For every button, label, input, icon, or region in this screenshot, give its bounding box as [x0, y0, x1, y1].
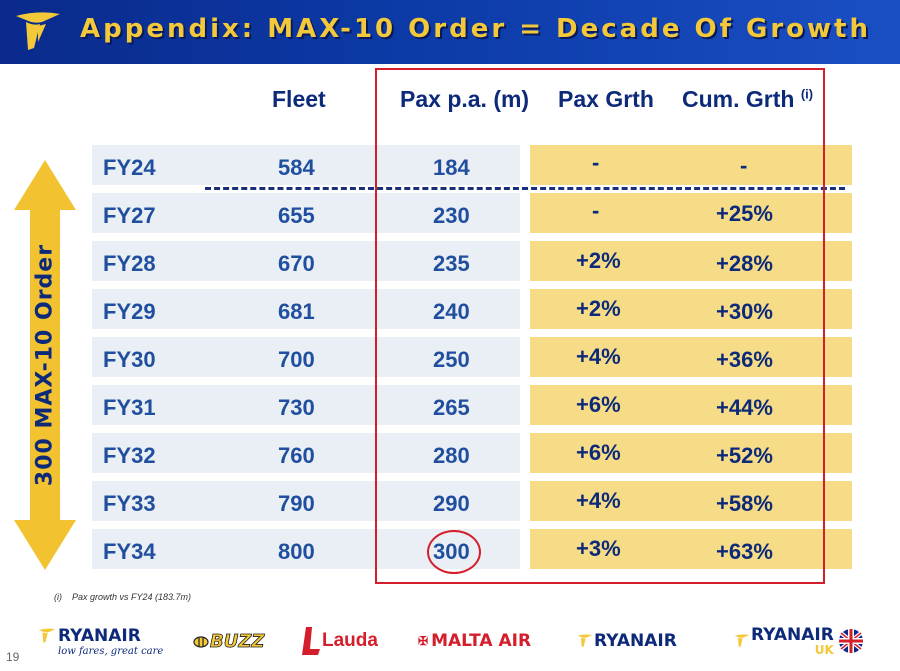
cell-year: FY29 [103, 299, 156, 324]
cell-cum-growth: +63% [716, 539, 773, 564]
cell-cum-growth: +30% [716, 299, 773, 324]
brand-lauda: Lauda [300, 624, 378, 658]
uk-flag-icon [838, 629, 863, 653]
growth-band [530, 289, 852, 329]
growth-band [530, 193, 852, 233]
cell-pax: 235 [433, 251, 470, 276]
cell-fleet: 584 [278, 155, 315, 180]
brand-name: Lauda [322, 630, 378, 651]
brand-ryanair-uk: RYANAIR UK [733, 624, 866, 658]
highlight-box [375, 68, 825, 584]
row-band [92, 241, 520, 281]
brand-ryanair-main: RYANAIR low fares, great care [36, 624, 163, 658]
row-band [92, 385, 520, 425]
cell-pax: 265 [433, 395, 470, 420]
cell-pax-growth: - [592, 198, 600, 223]
cell-fleet: 760 [278, 443, 315, 468]
maltese-cross-icon: ✠ [418, 634, 429, 648]
cell-fleet: 790 [278, 491, 315, 516]
ryanair-harp-icon [16, 12, 60, 50]
row-band [92, 337, 520, 377]
cell-year: FY24 [103, 155, 156, 180]
cell-year: FY27 [103, 203, 156, 228]
page-number: 19 [6, 650, 20, 664]
growth-band [530, 529, 852, 569]
row-band [92, 481, 520, 521]
double-arrow-icon [14, 160, 76, 570]
cell-year: FY32 [103, 443, 156, 468]
cell-cum-growth: +44% [716, 395, 773, 420]
baseline-divider [205, 187, 845, 190]
footnote: (i) Pax growth vs FY24 (183.7m) [54, 592, 191, 602]
growth-band [530, 481, 852, 521]
brand-name: RYANAIR [58, 625, 141, 646]
header-banner: Appendix: MAX-10 Order = Decade Of Growt… [0, 0, 900, 64]
cell-cum-growth: +52% [716, 443, 773, 468]
brand-name: RYANAIR [751, 624, 834, 645]
brand-malta-air: ✠ MALTA AIR [418, 624, 531, 658]
highlight-circle [427, 530, 481, 574]
cell-pax-growth: +6% [576, 392, 621, 417]
cell-year: FY33 [103, 491, 156, 516]
cell-cum-growth: +28% [716, 251, 773, 276]
ryanair-harp-icon [734, 634, 750, 647]
cell-pax: 250 [433, 347, 470, 372]
growth-band [530, 385, 852, 425]
cell-year: FY30 [103, 347, 156, 372]
cell-pax-growth: +6% [576, 440, 621, 465]
brand-ryanair: RYANAIR [576, 624, 677, 658]
cell-pax-growth: +3% [576, 536, 621, 561]
cell-cum-growth: +36% [716, 347, 773, 372]
brand-buzz: BUZZ [192, 624, 265, 658]
cell-year: FY31 [103, 395, 156, 420]
brand-name: BUZZ [210, 630, 265, 652]
column-header-fleet: Fleet [272, 86, 326, 112]
cell-year: FY34 [103, 539, 156, 564]
cell-fleet: 700 [278, 347, 315, 372]
growth-band [530, 145, 852, 185]
cell-fleet: 730 [278, 395, 315, 420]
cell-pax: 184 [433, 155, 470, 180]
footnote-ref: (i) [800, 86, 814, 102]
cell-pax-growth: +4% [576, 488, 621, 513]
cell-pax: 280 [433, 443, 470, 468]
cell-pax-growth: +2% [576, 296, 621, 321]
cell-fleet: 800 [278, 539, 315, 564]
cell-pax-growth: +2% [576, 248, 621, 273]
cell-pax: 230 [433, 203, 470, 228]
column-header-pax-growth: Pax Grth [558, 86, 654, 112]
cell-fleet: 670 [278, 251, 315, 276]
row-band [92, 193, 520, 233]
cell-pax: 290 [433, 491, 470, 516]
column-header-cum-growth: Cum. Grth (i) [682, 86, 814, 112]
footnote-mark: (i) [54, 592, 62, 602]
cell-fleet: 681 [278, 299, 315, 324]
brand-tagline: low fares, great care [58, 645, 164, 657]
column-header-pax: Pax p.a. (m) [400, 86, 530, 112]
cell-fleet: 655 [278, 203, 315, 228]
cell-pax-growth: - [592, 150, 600, 175]
row-band [92, 289, 520, 329]
cell-year: FY28 [103, 251, 156, 276]
cell-pax: 240 [433, 299, 470, 324]
growth-band [530, 337, 852, 377]
cell-pax-growth: +4% [576, 344, 621, 369]
lauda-l-icon [302, 627, 320, 655]
arrow-label: 300 MAX-10 Order [32, 243, 58, 487]
ryanair-harp-icon [38, 628, 56, 643]
page-title: Appendix: MAX-10 Order = Decade Of Growt… [80, 14, 871, 44]
cell-cum-growth: +25% [716, 201, 773, 226]
brand-name: RYANAIR [594, 631, 677, 651]
ryanair-harp-icon [577, 634, 593, 647]
footnote-text: Pax growth vs FY24 (183.7m) [72, 592, 192, 602]
row-band [92, 145, 520, 185]
brand-name: MALTA AIR [431, 631, 532, 651]
row-band [92, 433, 520, 473]
cell-cum-growth: +58% [716, 491, 773, 516]
cell-cum-growth: - [740, 153, 748, 178]
growth-band [530, 241, 852, 281]
growth-band [530, 433, 852, 473]
bee-icon [193, 636, 209, 648]
brand-region: UK [814, 642, 834, 657]
